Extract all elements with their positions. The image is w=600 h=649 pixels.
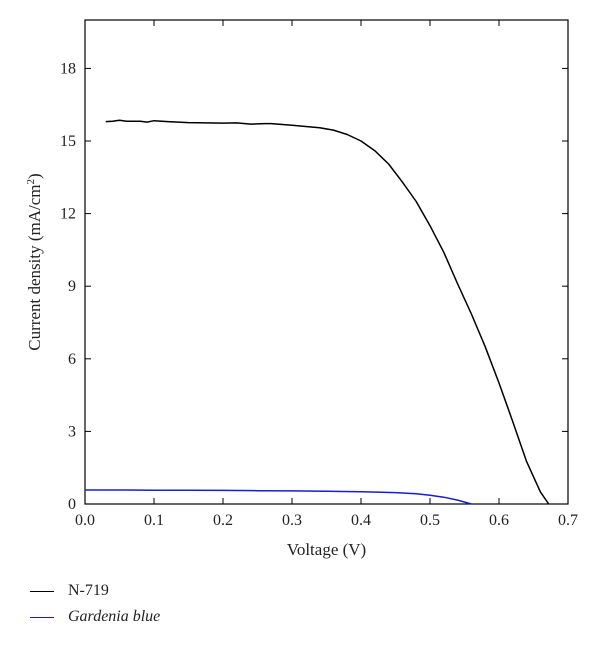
iv-curve-chart: 0.0 0.1 0.2 0.3 0.4 0.5 0.6 0.7 0 3 6 9 12 15 18 Volta… — [25, 19, 578, 559]
y-axis-label-main: Current density (mA/cm — [25, 184, 44, 350]
y-axis-label-close: ) — [25, 173, 44, 179]
series-layer — [85, 119, 550, 505]
x-tick-label: 0.7 — [558, 512, 578, 529]
y-tick-label: 12 — [60, 206, 76, 223]
x-tick-label: 0.1 — [144, 512, 164, 529]
y-axis-label: Current density (mA/cm2) — [25, 173, 44, 350]
x-tick-label: 0.6 — [489, 512, 509, 529]
x-tick-label: 0.5 — [420, 512, 440, 529]
series-line-n-719 — [105, 119, 550, 505]
x-tick-label: 0.3 — [282, 512, 302, 529]
legend: N-719 Gardenia blue — [30, 578, 160, 630]
x-tick-label: 0.0 — [75, 512, 95, 529]
legend-label-n719: N-719 — [68, 582, 109, 599]
y-tick-label: 0 — [68, 496, 76, 513]
plot-frame — [84, 19, 569, 505]
y-tick-label: 18 — [60, 60, 76, 77]
legend-item-n719: N-719 — [30, 578, 160, 604]
y-tick-label: 9 — [68, 278, 76, 295]
series-line-gardenia-blue — [85, 489, 472, 505]
x-axis-label: Voltage (V) — [287, 540, 366, 559]
axis-ticks: 0.0 0.1 0.2 0.3 0.4 0.5 0.6 0.7 0 3 6 9 12 15 18 — [60, 20, 578, 529]
legend-swatch-n719 — [30, 590, 54, 592]
legend-label-gardenia-blue: Gardenia blue — [68, 608, 161, 625]
y-tick-label: 3 — [68, 423, 76, 440]
y-tick-label: 6 — [68, 351, 76, 368]
legend-swatch-gardenia-blue — [30, 616, 54, 618]
x-tick-label: 0.2 — [213, 512, 233, 529]
y-tick-label: 15 — [60, 133, 76, 150]
y-axis-label-sup: 2 — [25, 179, 37, 185]
legend-item-gardenia-blue: Gardenia blue — [30, 604, 160, 630]
x-tick-label: 0.4 — [351, 512, 371, 529]
